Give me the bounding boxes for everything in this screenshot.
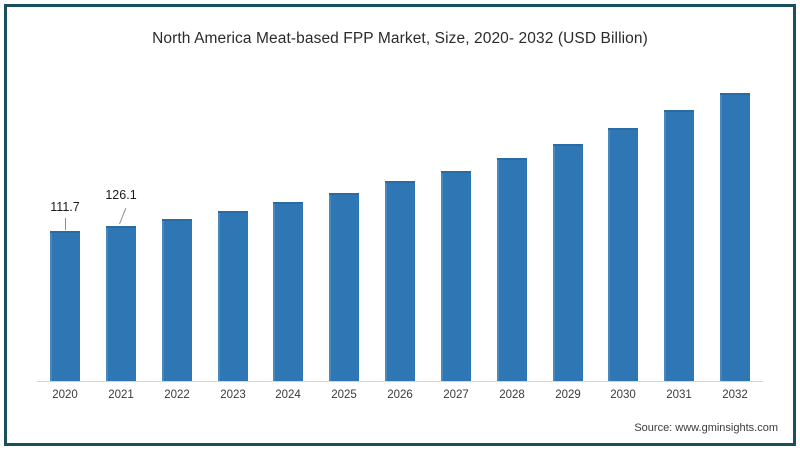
bar-slot [149,70,205,382]
bar[interactable] [497,158,527,382]
bar[interactable] [385,181,415,382]
bar-slot [205,70,261,382]
bar[interactable] [553,144,583,382]
bar-highlight [441,173,443,382]
bar-highlight [664,112,666,382]
bar-highlight [218,213,220,382]
bar[interactable] [664,110,694,382]
x-axis-tick-label: 2020 [52,389,78,401]
bar-slot [428,70,484,382]
bar-highlight [720,95,722,382]
bar[interactable] [720,93,750,382]
bar[interactable] [273,202,303,382]
x-axis-tick-label: 2023 [220,389,246,401]
bar-slot [651,70,707,382]
chart-title: North America Meat-based FPP Market, Siz… [152,30,648,47]
label-leader-line [65,218,66,230]
bar-highlight [608,130,610,382]
x-axis-tick-label: 2021 [108,389,134,401]
x-axis-tick-label: 2030 [610,389,636,401]
bar[interactable] [608,128,638,382]
bar-highlight [385,183,387,382]
bar-highlight [162,221,164,382]
bar-slot [37,70,93,382]
source-attribution: Source: www.gminsights.com [634,422,778,434]
bar-highlight [106,228,108,382]
x-axis-tick-label: 2024 [275,389,301,401]
bar-slot [595,70,651,382]
x-axis-tick-labels: 2020 2021 2022 2023 2024 2025 2026 2027 2028 2029… [37,389,763,409]
bar-slot [484,70,540,382]
bar-series: 111.7 126.1 [37,70,763,382]
bar[interactable] [329,193,359,382]
x-axis-tick-label: 2022 [164,389,190,401]
bar-value-label: 126.1 [105,188,137,202]
bar-highlight [553,146,555,382]
bar-value-label: 111.7 [50,200,80,214]
bar[interactable] [162,219,192,382]
bar-highlight [50,233,52,382]
bar-slot [93,70,149,382]
bar-slot [372,70,428,382]
bar[interactable] [441,171,471,382]
bar-highlight [329,195,331,382]
bar-slot [707,70,763,382]
x-axis-line [37,381,763,382]
bar-slot [260,70,316,382]
plot-area: 111.7 126.1 [37,70,763,382]
x-axis-tick-label: 2032 [722,389,748,401]
x-axis-tick-label: 2028 [499,389,525,401]
x-axis-tick-label: 2027 [443,389,469,401]
bar[interactable] [50,231,80,382]
bar[interactable] [106,226,136,382]
x-axis-tick-label: 2031 [666,389,692,401]
bar-slot [316,70,372,382]
x-axis-tick-label: 2025 [331,389,357,401]
bar[interactable] [218,211,248,382]
x-axis-tick-label: 2029 [555,389,581,401]
x-axis-tick-label: 2026 [387,389,413,401]
bar-highlight [273,204,275,382]
bar-slot [540,70,596,382]
bar-highlight [497,160,499,382]
